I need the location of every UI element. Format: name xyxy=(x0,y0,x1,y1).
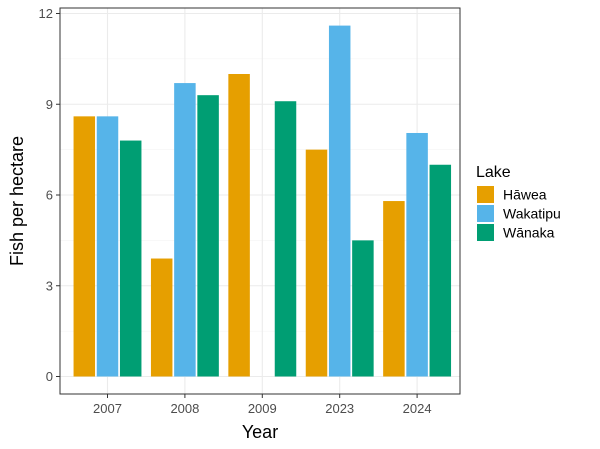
bar xyxy=(429,164,452,377)
y-tick-label: 6 xyxy=(46,188,53,203)
bar xyxy=(228,74,250,377)
legend-label: Wānaka xyxy=(503,225,555,241)
legend-key xyxy=(477,205,494,222)
bar xyxy=(328,25,351,377)
x-tick-label: 2009 xyxy=(248,401,277,416)
y-tick-label: 12 xyxy=(39,6,53,21)
y-tick-label: 9 xyxy=(46,97,53,112)
axes-layer: 0 3 6 9 12 2007 2008 2009 2023 2024 xyxy=(39,6,432,416)
legend-key xyxy=(477,186,494,203)
legend-label: Wakatipu xyxy=(503,206,561,222)
plot-panel-border xyxy=(59,7,461,395)
bar xyxy=(96,116,119,377)
bar xyxy=(73,116,96,377)
y-tick-label: 3 xyxy=(46,278,53,293)
bar xyxy=(119,140,142,377)
bars-layer xyxy=(73,25,452,377)
x-axis-title: Year xyxy=(242,422,278,442)
bar xyxy=(383,201,405,377)
legend-key xyxy=(477,224,494,241)
bar xyxy=(352,240,374,377)
legend-title: Lake xyxy=(476,164,511,181)
x-tick-label: 2023 xyxy=(325,401,354,416)
bar xyxy=(305,149,328,377)
bar xyxy=(150,258,173,377)
x-tick-label: 2008 xyxy=(170,401,199,416)
bar xyxy=(174,83,196,377)
bar xyxy=(197,95,219,377)
bar xyxy=(406,132,428,377)
x-tick-label: 2007 xyxy=(93,401,122,416)
legend-label: Hāwea xyxy=(503,187,547,203)
legend: Lake Hāwea Wakatipu Wānaka xyxy=(476,164,561,241)
bar xyxy=(274,101,297,377)
x-tick-label: 2024 xyxy=(403,401,432,416)
y-tick-label: 0 xyxy=(46,369,53,384)
y-axis-title: Fish per hectare xyxy=(7,136,27,266)
